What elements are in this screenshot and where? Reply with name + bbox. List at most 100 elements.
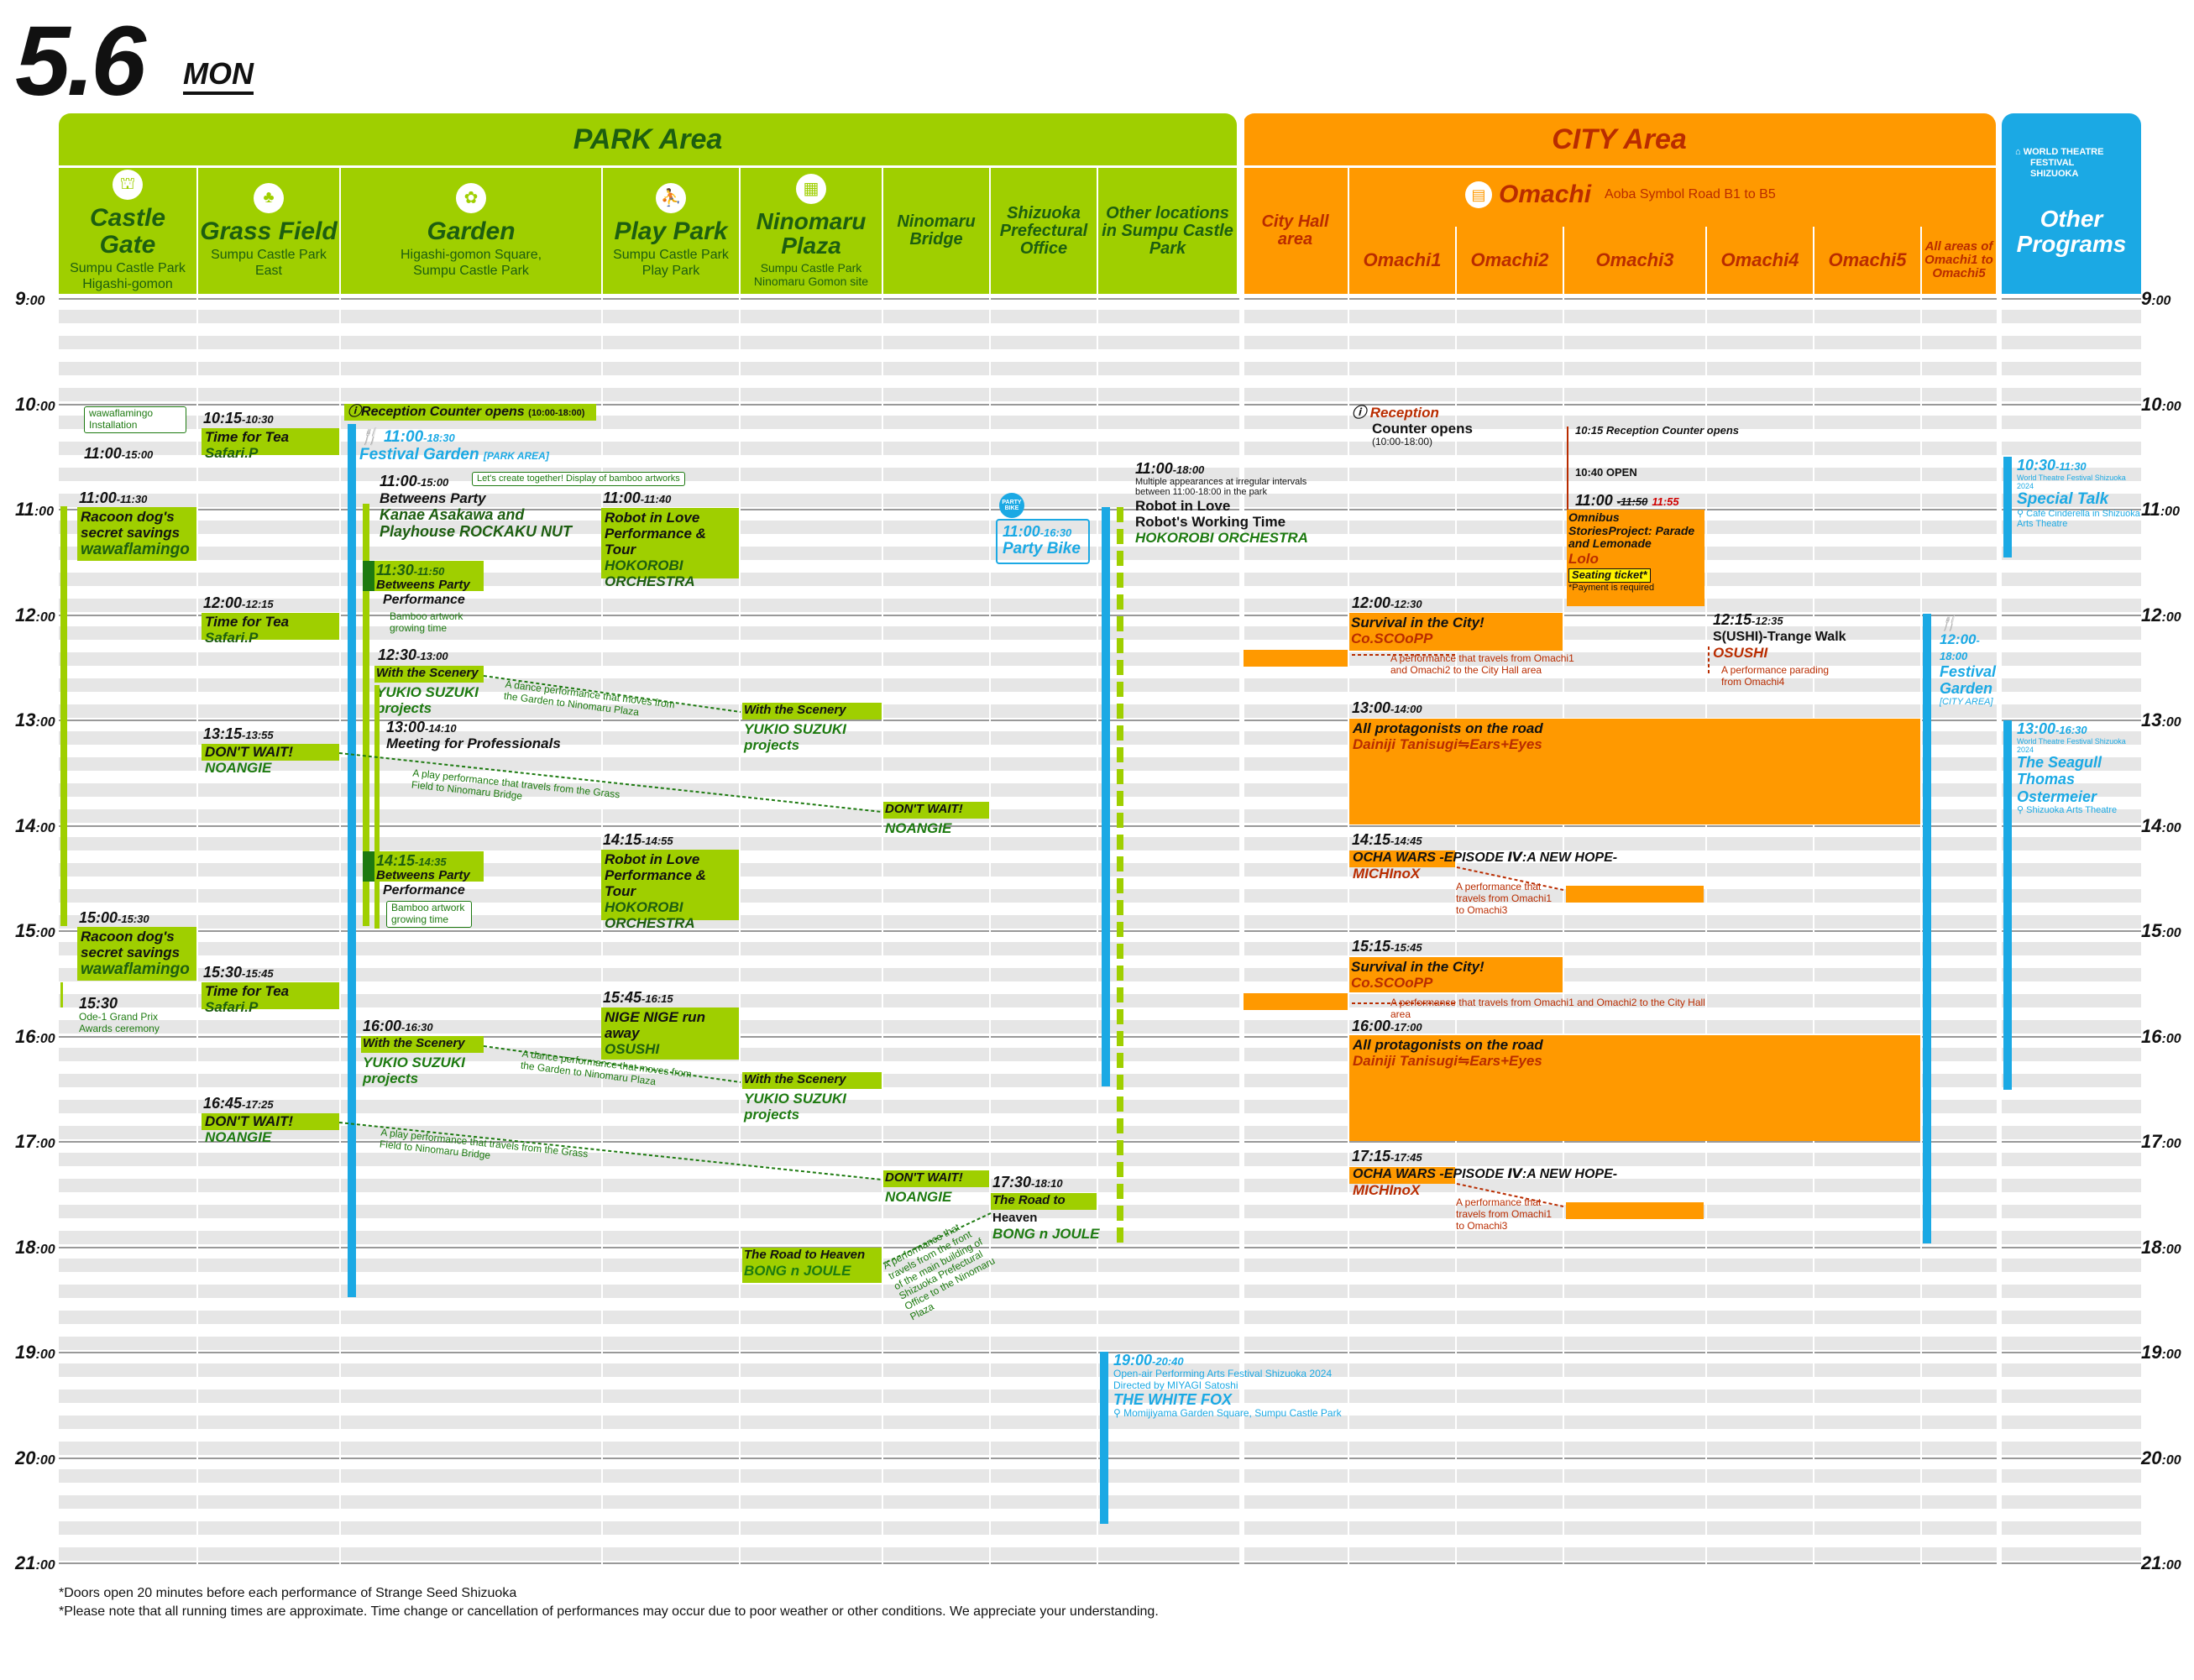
left-hour-label: 16:00 bbox=[15, 1025, 55, 1047]
event-racoon-2[interactable]: Racoon dog's secret savings wawaflamingo bbox=[77, 927, 196, 981]
event-dont-wait-bridge-2[interactable]: DON'T WAIT! bbox=[883, 1170, 989, 1187]
event-protagonists-1[interactable]: All protagonists on the road Dainiji Tani… bbox=[1349, 719, 1920, 824]
event-time: 13:00-14:00 bbox=[1352, 699, 1422, 716]
scenery-company: YUKIO SUZUKI projects bbox=[744, 1091, 846, 1123]
time-stripe bbox=[59, 1284, 2141, 1298]
left-hour-label: 14:00 bbox=[15, 814, 55, 836]
event-nige-nige[interactable]: NIGE NIGE run away OSUSHI bbox=[601, 1007, 739, 1060]
time-stripe bbox=[59, 1258, 2141, 1272]
event-scenery-plaza-2[interactable]: With the Scenery bbox=[742, 1072, 882, 1089]
event-festival-garden[interactable]: 🍴 11:00-18:30 Festival Garden [PARK AREA… bbox=[359, 428, 549, 464]
event-time: 12:15-12:35 bbox=[1713, 611, 1783, 628]
event-robot-tour-1[interactable]: Robot in Love Performance & Tour HOKOROBI… bbox=[601, 508, 739, 589]
right-hour-label: 19:00 bbox=[2141, 1342, 2181, 1363]
event-party-bike[interactable]: 11:00-16:30 Party Bike bbox=[996, 519, 1090, 564]
event-dont-wait-bridge-1[interactable]: DON'T WAIT! bbox=[883, 802, 989, 819]
col-sep bbox=[1813, 227, 1814, 1570]
event-road-heaven[interactable]: The Road to bbox=[991, 1193, 1097, 1210]
left-hour-label: 21:00 bbox=[15, 1552, 55, 1573]
event-ushi[interactable]: S(USHI)-Trange Walk OSUSHI bbox=[1713, 630, 1846, 661]
event-survival-2[interactable]: Survival in the City! Co.SCOoPP bbox=[1349, 957, 1563, 992]
event-time-for-tea-2[interactable]: Time for Tea Safari.P bbox=[202, 613, 339, 646]
time-stripe bbox=[59, 493, 2141, 507]
event-time: 15:00-15:30 bbox=[79, 909, 149, 926]
time-stripe bbox=[59, 942, 2141, 955]
ocha-title: OCHA WARS -EPISODE Ⅳ:A NEW HOPE- MICHInoX bbox=[1353, 850, 1618, 882]
city-hall-block-2 bbox=[1244, 993, 1348, 1010]
event-ocha-1[interactable] bbox=[1349, 850, 1455, 867]
bamboo-note: Let's create together! Display of bamboo… bbox=[472, 472, 685, 486]
event-festival-garden-city[interactable]: 🍴 12:00-18:00 Festival Garden [CITY AREA… bbox=[1940, 615, 1997, 708]
event-time-for-tea-1[interactable]: Time for Tea Safari.P bbox=[202, 428, 339, 461]
other-programs-header: ⌂ WORLD THEATRE FESTIVAL SHIZUOKA Other … bbox=[2002, 113, 2141, 294]
event-special-talk[interactable]: 10:30-11:30 World Theatre Festival Shizu… bbox=[2017, 457, 2140, 529]
event-road-heaven-plaza[interactable]: The Road to Heaven BONG n JOULE bbox=[742, 1248, 882, 1283]
event-time: 16:00-17:00 bbox=[1352, 1018, 1422, 1034]
event-perf-1[interactable]: 11:30-11:50 Betweens Party bbox=[374, 561, 484, 592]
seagull-bar bbox=[2003, 720, 2012, 1090]
hour-line bbox=[59, 509, 2141, 510]
event-dont-wait-2[interactable]: DON'T WAIT! NOANGIE bbox=[202, 1113, 339, 1145]
scenery-company: YUKIO SUZUKI projects bbox=[376, 684, 479, 717]
event-time-for-tea-3[interactable]: Time for Tea Safari.P bbox=[202, 982, 339, 1015]
hour-line bbox=[59, 1562, 2141, 1564]
event-robot-tour-2[interactable]: Robot in Love Performance & Tour HOKOROBI… bbox=[601, 850, 739, 931]
footer-note-1: *Doors open 20 minutes before each perfo… bbox=[59, 1586, 517, 1600]
footer-note-2: *Please note that all running times are … bbox=[59, 1604, 1159, 1619]
event-reception-garden[interactable]: ⓘReception Counter opens (10:00-18:00) bbox=[344, 404, 596, 421]
seating-ticket-badge: Seating ticket* bbox=[1568, 568, 1651, 583]
event-awards: 15:30 Ode-1 Grand Prix Awards ceremony bbox=[79, 995, 160, 1034]
event-perf-2[interactable]: 14:15-14:35 Betweens Party bbox=[374, 851, 484, 882]
hour-line bbox=[59, 1035, 2141, 1038]
noangie-label: NOANGIE bbox=[885, 1189, 952, 1205]
castle-icon: ⛫ bbox=[113, 170, 143, 201]
event-time: 17:15-17:45 bbox=[1352, 1148, 1422, 1164]
arrow-line bbox=[1456, 1183, 1564, 1207]
event-scenery-plaza-1[interactable]: With the Scenery bbox=[742, 703, 882, 720]
event-meeting[interactable]: 13:00-14:10 Meeting for Professionals bbox=[386, 719, 561, 752]
event-protagonists-2[interactable]: All protagonists on the road Dainiji Tani… bbox=[1349, 1035, 1920, 1141]
event-omachi-reception[interactable]: ⓘ Reception Counter opens (10:00-18:00) bbox=[1352, 405, 1473, 448]
event-ocha-2[interactable] bbox=[1349, 1167, 1455, 1184]
col-sep bbox=[1705, 227, 1707, 1570]
right-hour-label: 16:00 bbox=[2141, 1025, 2181, 1047]
time-stripe bbox=[59, 994, 2141, 1007]
event-robot-working[interactable]: 11:00-18:00 Multiple appearances at irre… bbox=[1135, 460, 1308, 546]
event-white-fox[interactable]: 19:00-20:40 Open-air Performing Arts Fes… bbox=[1113, 1352, 1342, 1420]
time-stripe bbox=[59, 704, 2141, 718]
info-icon: ⓘ bbox=[1352, 405, 1366, 421]
time-stripe bbox=[59, 1310, 2141, 1324]
event-dont-wait-1[interactable]: DON'T WAIT! NOANGIE bbox=[202, 744, 339, 776]
meeting-bar bbox=[374, 685, 380, 929]
time-stripe bbox=[59, 1336, 2141, 1350]
ocha-title: OCHA WARS -EPISODE Ⅳ:A NEW HOPE- MICHInoX bbox=[1353, 1167, 1618, 1198]
col-ninomaru-bridge: Ninomaru Bridge bbox=[883, 168, 989, 294]
info-icon: ⓘ bbox=[348, 405, 362, 419]
party-bike-icon: PARTY BIKE bbox=[999, 493, 1024, 518]
event-installation-time: 11:00-15:00 bbox=[84, 445, 154, 462]
time-stripe bbox=[59, 336, 2141, 349]
scenery-company: YUKIO SUZUKI projects bbox=[363, 1055, 465, 1087]
event-betweens-party[interactable]: Betweens Party Kanae Asakawa and Playhou… bbox=[380, 490, 573, 541]
arrow-line bbox=[882, 1212, 992, 1264]
event-omnibus[interactable]: Omnibus StoriesProject: Parade and Lemon… bbox=[1567, 510, 1704, 606]
event-survival-1[interactable]: Survival in the City! Co.SCOoPP bbox=[1349, 613, 1563, 651]
talk-bar bbox=[2003, 457, 2012, 557]
event-scenery-1[interactable]: With the Scenery bbox=[374, 666, 484, 683]
col-sep bbox=[882, 168, 883, 1570]
col-sep bbox=[1455, 227, 1457, 1570]
hour-line bbox=[59, 1141, 2141, 1143]
area-sep bbox=[1239, 113, 1244, 1570]
time-stripe bbox=[59, 1179, 2141, 1192]
right-hour-label: 20:00 bbox=[2141, 1447, 2181, 1468]
event-time: 13:15-13:55 bbox=[203, 725, 274, 742]
event-time: 16:45-17:25 bbox=[203, 1095, 274, 1112]
left-hour-label: 20:00 bbox=[15, 1447, 55, 1468]
event-time: 11:00-11:40 bbox=[603, 489, 672, 506]
event-seagull[interactable]: 13:00-16:30 World Theatre Festival Shizu… bbox=[2017, 720, 2126, 815]
col-grass-field: ♣ Grass Field Sumpu Castle Park East bbox=[198, 168, 339, 294]
date-weekday: MON bbox=[183, 59, 254, 95]
hour-line bbox=[59, 1246, 2141, 1248]
event-scenery-2[interactable]: With the Scenery bbox=[361, 1036, 484, 1053]
event-racoon-1[interactable]: Racoon dog's secret savings wawaflamingo bbox=[77, 507, 196, 561]
